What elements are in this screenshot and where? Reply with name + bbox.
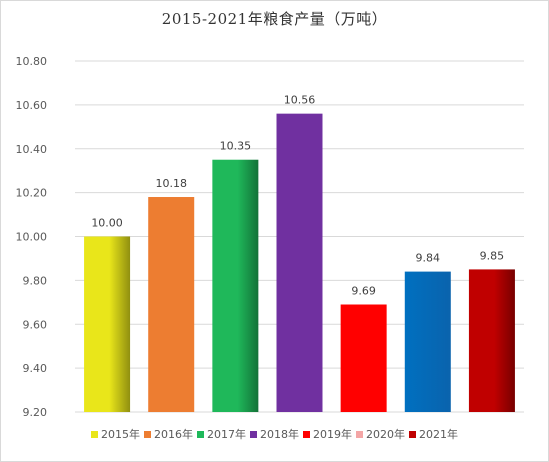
legend-swatch <box>197 431 204 438</box>
legend-label: 2017年 <box>207 428 246 441</box>
data-label: 10.56 <box>284 94 316 107</box>
y-tick-label: 10.20 <box>16 187 48 200</box>
y-tick-label: 10.80 <box>16 55 48 68</box>
legend-item: 2016年 <box>144 426 193 442</box>
bar-2018年 <box>276 113 323 413</box>
legend-label: 2021年 <box>419 428 458 441</box>
chart-title: 2015-2021年粮食产量（万吨） <box>161 10 388 28</box>
legend-item: 2018年 <box>250 426 299 442</box>
data-label: 10.00 <box>91 217 123 230</box>
legend-label: 2016年 <box>154 428 193 441</box>
legend-swatch <box>356 431 363 438</box>
legend-swatch <box>91 431 98 438</box>
legend-swatch <box>250 431 257 438</box>
y-tick-label: 10.00 <box>16 231 48 244</box>
bar-2016年 <box>148 197 195 412</box>
y-tick-label: 10.60 <box>16 99 48 112</box>
data-label: 9.69 <box>351 285 376 298</box>
bar-2019年 <box>340 304 387 412</box>
legend-item: 2015年 <box>91 426 140 442</box>
y-tick-label: 9.20 <box>23 406 48 419</box>
legend-swatch <box>303 431 310 438</box>
legend-label: 2020年 <box>366 428 405 441</box>
bar-2020年 <box>404 271 451 412</box>
legend-label: 2015年 <box>101 428 140 441</box>
legend-item: 2021年 <box>409 426 458 442</box>
legend-label: 2019年 <box>313 428 352 441</box>
y-tick-label: 9.80 <box>23 274 48 287</box>
data-label: 10.35 <box>220 140 252 153</box>
y-tick-label: 10.40 <box>16 143 48 156</box>
data-label: 9.84 <box>416 252 441 265</box>
legend-label: 2018年 <box>260 428 299 441</box>
y-tick-label: 9.40 <box>23 362 48 375</box>
legend-swatch <box>144 431 151 438</box>
bar-2021年 <box>468 269 515 412</box>
legend-item: 2017年 <box>197 426 246 442</box>
legend-item: 2020年 <box>356 426 405 442</box>
bar-2017年 <box>212 159 259 412</box>
bar-2015年 <box>84 236 131 412</box>
legend-item: 2019年 <box>303 426 352 442</box>
legend-swatch <box>409 431 416 438</box>
data-label: 9.85 <box>480 249 505 262</box>
data-label: 10.18 <box>155 177 187 190</box>
legend: 2015年 2016年 2017年 2018年 2019年 2020年 2021年 <box>1 426 548 442</box>
y-tick-label: 9.60 <box>23 318 48 331</box>
